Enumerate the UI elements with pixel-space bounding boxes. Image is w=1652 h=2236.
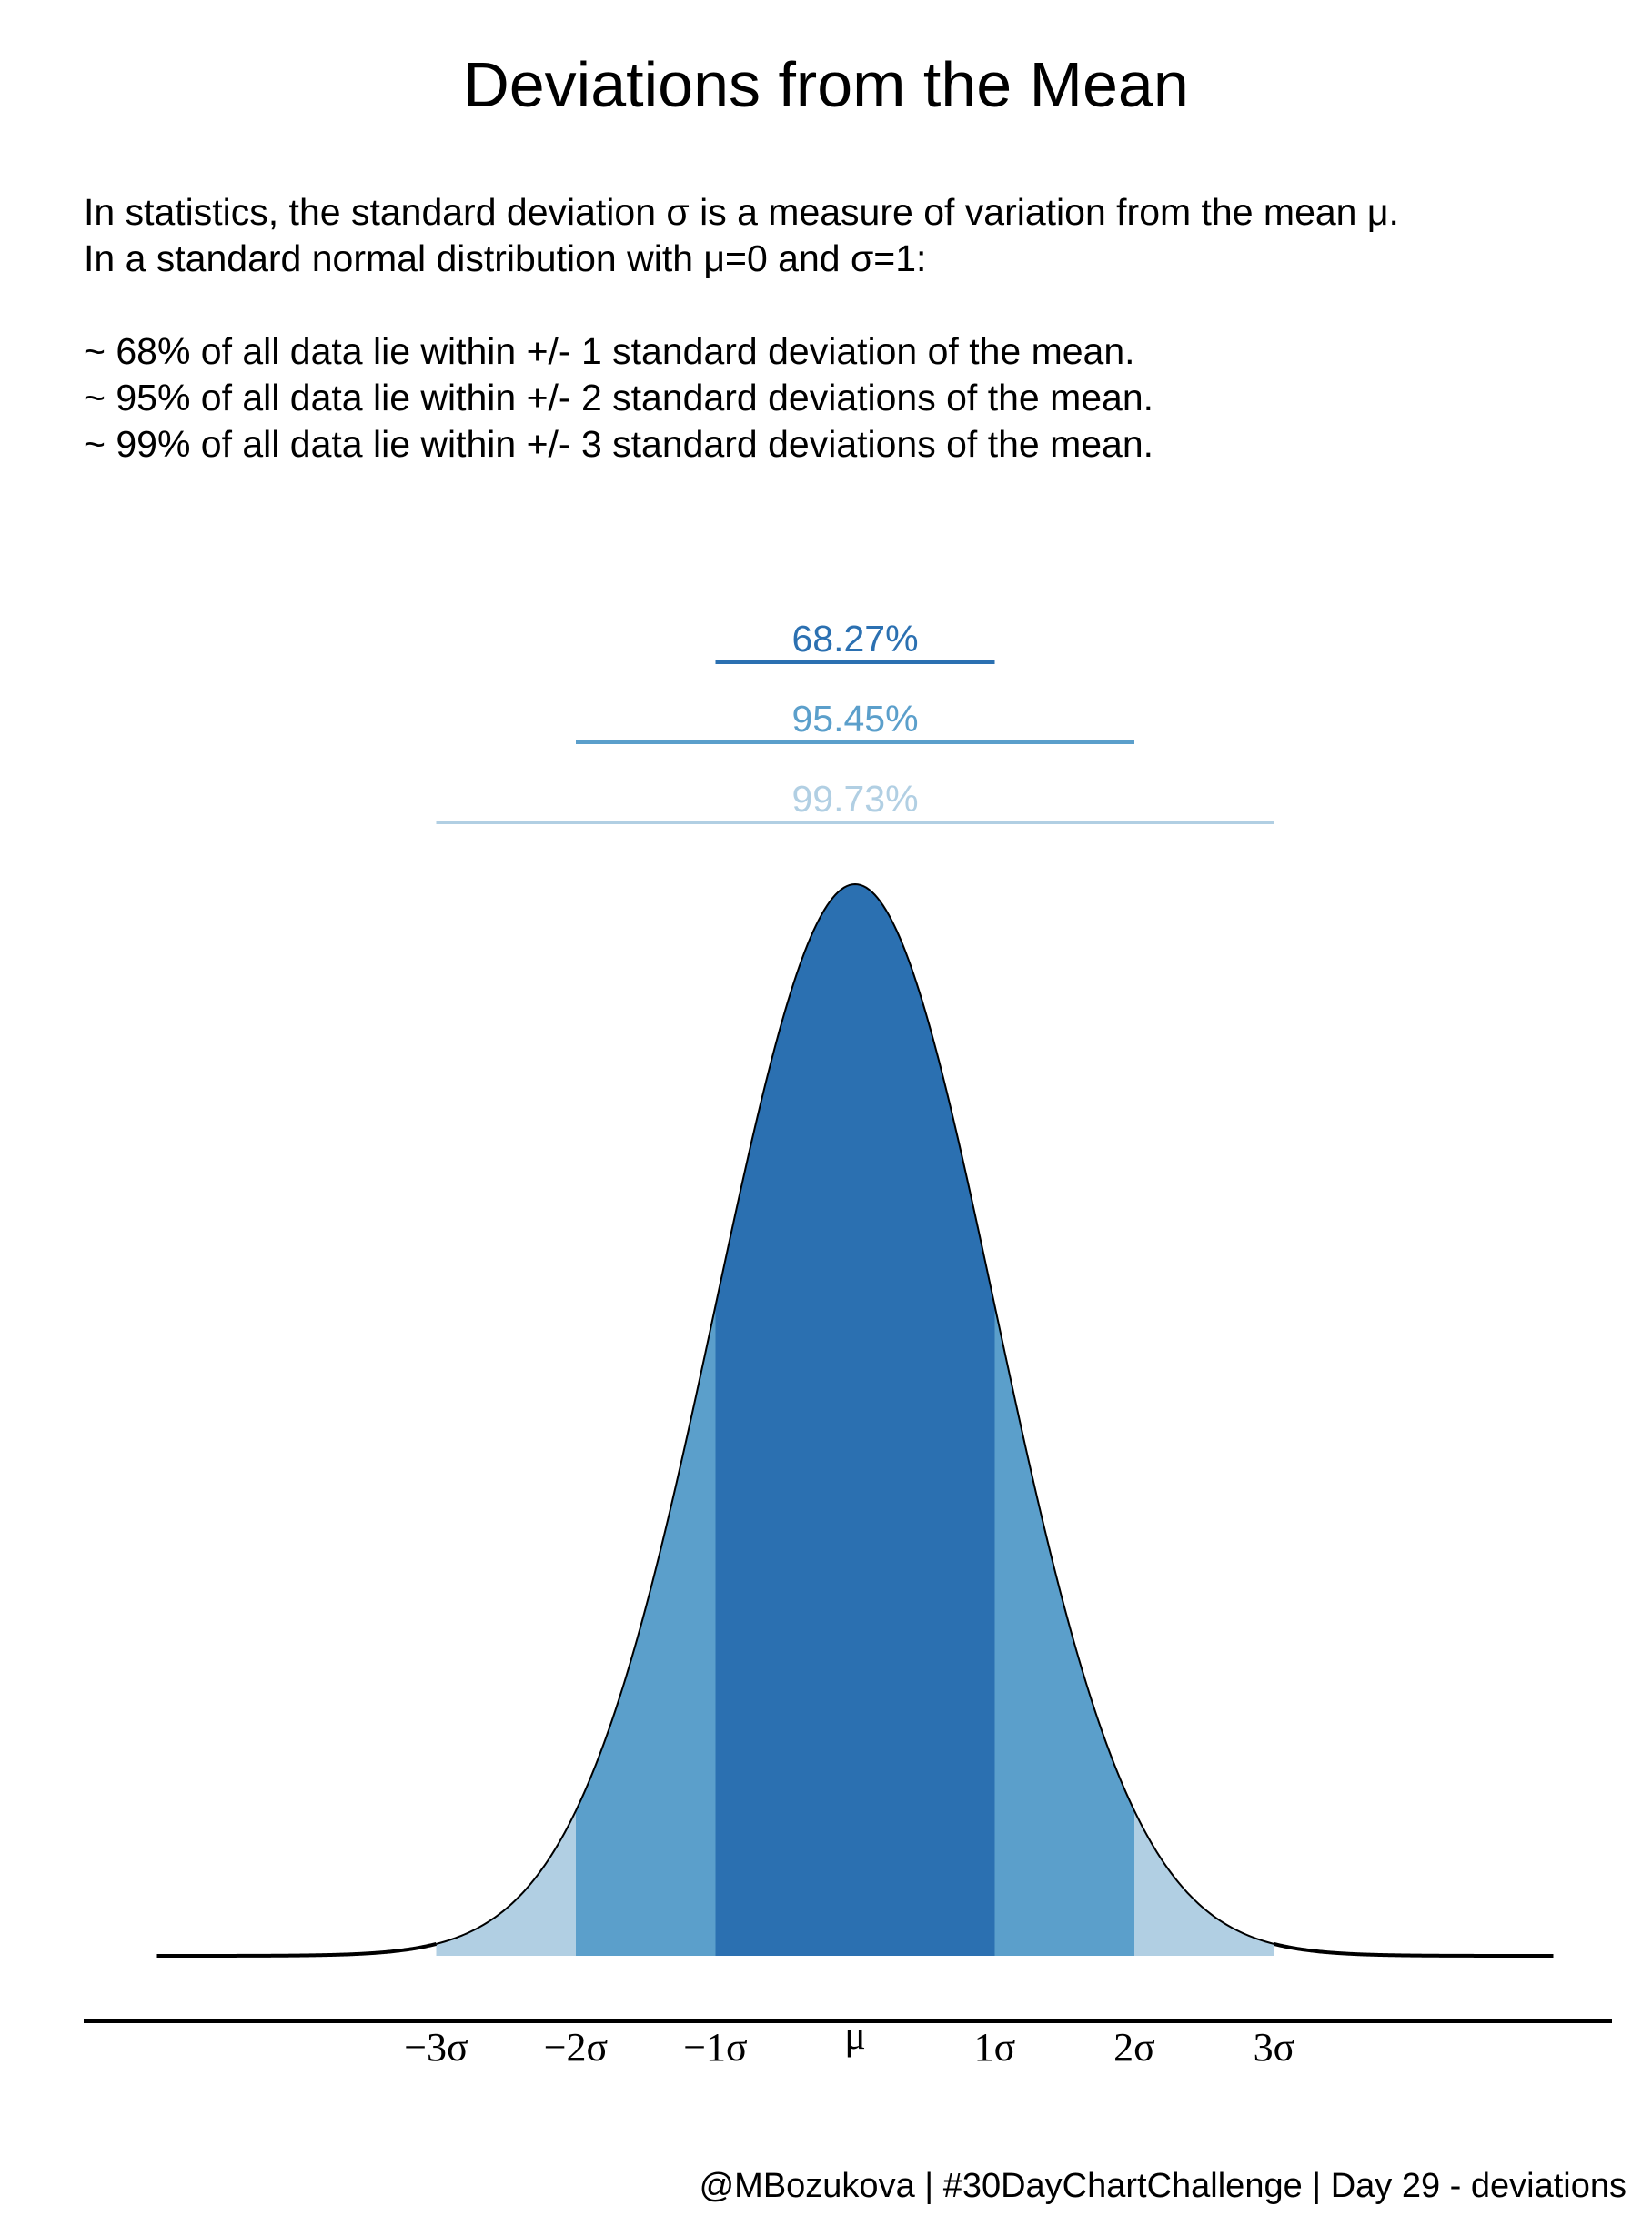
x-tick-label: −1σ bbox=[683, 2025, 748, 2070]
interval-markers: 68.27% 95.45% 99.73% bbox=[436, 618, 1274, 824]
x-tick-label: 1σ bbox=[974, 2025, 1016, 2070]
sigma-bands bbox=[436, 884, 1274, 1956]
subtitle-line: ~ 95% of all data lie within +/- 2 stand… bbox=[84, 377, 1154, 418]
x-axis-ticks: −3σ −2σ −1σ μ 1σ 2σ 3σ bbox=[404, 2013, 1294, 2070]
x-tick-label: −2σ bbox=[544, 2025, 609, 2070]
interval-label-3: 99.73% bbox=[791, 778, 918, 820]
chart-subtitle: In statistics, the standard deviation σ … bbox=[84, 189, 1630, 468]
density-curve bbox=[436, 882, 1274, 1945]
subtitle-line: ~ 99% of all data lie within +/- 3 stand… bbox=[84, 423, 1154, 465]
interval-label-1: 68.27% bbox=[791, 618, 918, 660]
subtitle-line: In statistics, the standard deviation σ … bbox=[84, 191, 1399, 233]
subtitle-line: In a standard normal distribution with μ… bbox=[84, 237, 927, 279]
x-tick-label: μ bbox=[844, 2013, 866, 2058]
density-tails bbox=[156, 1941, 1554, 1958]
x-tick-label: 3σ bbox=[1254, 2025, 1295, 2070]
x-tick-label: 2σ bbox=[1113, 2025, 1155, 2070]
chart-caption: @MBozukova | #30DayChartChallenge | Day … bbox=[699, 2167, 1627, 2205]
interval-label-2: 95.45% bbox=[791, 698, 918, 740]
x-tick-label: −3σ bbox=[404, 2025, 468, 2070]
subtitle-line: ~ 68% of all data lie within +/- 1 stand… bbox=[84, 330, 1135, 372]
chart-title: Deviations from the Mean bbox=[463, 49, 1189, 120]
sigma-band-3 bbox=[715, 884, 995, 1956]
